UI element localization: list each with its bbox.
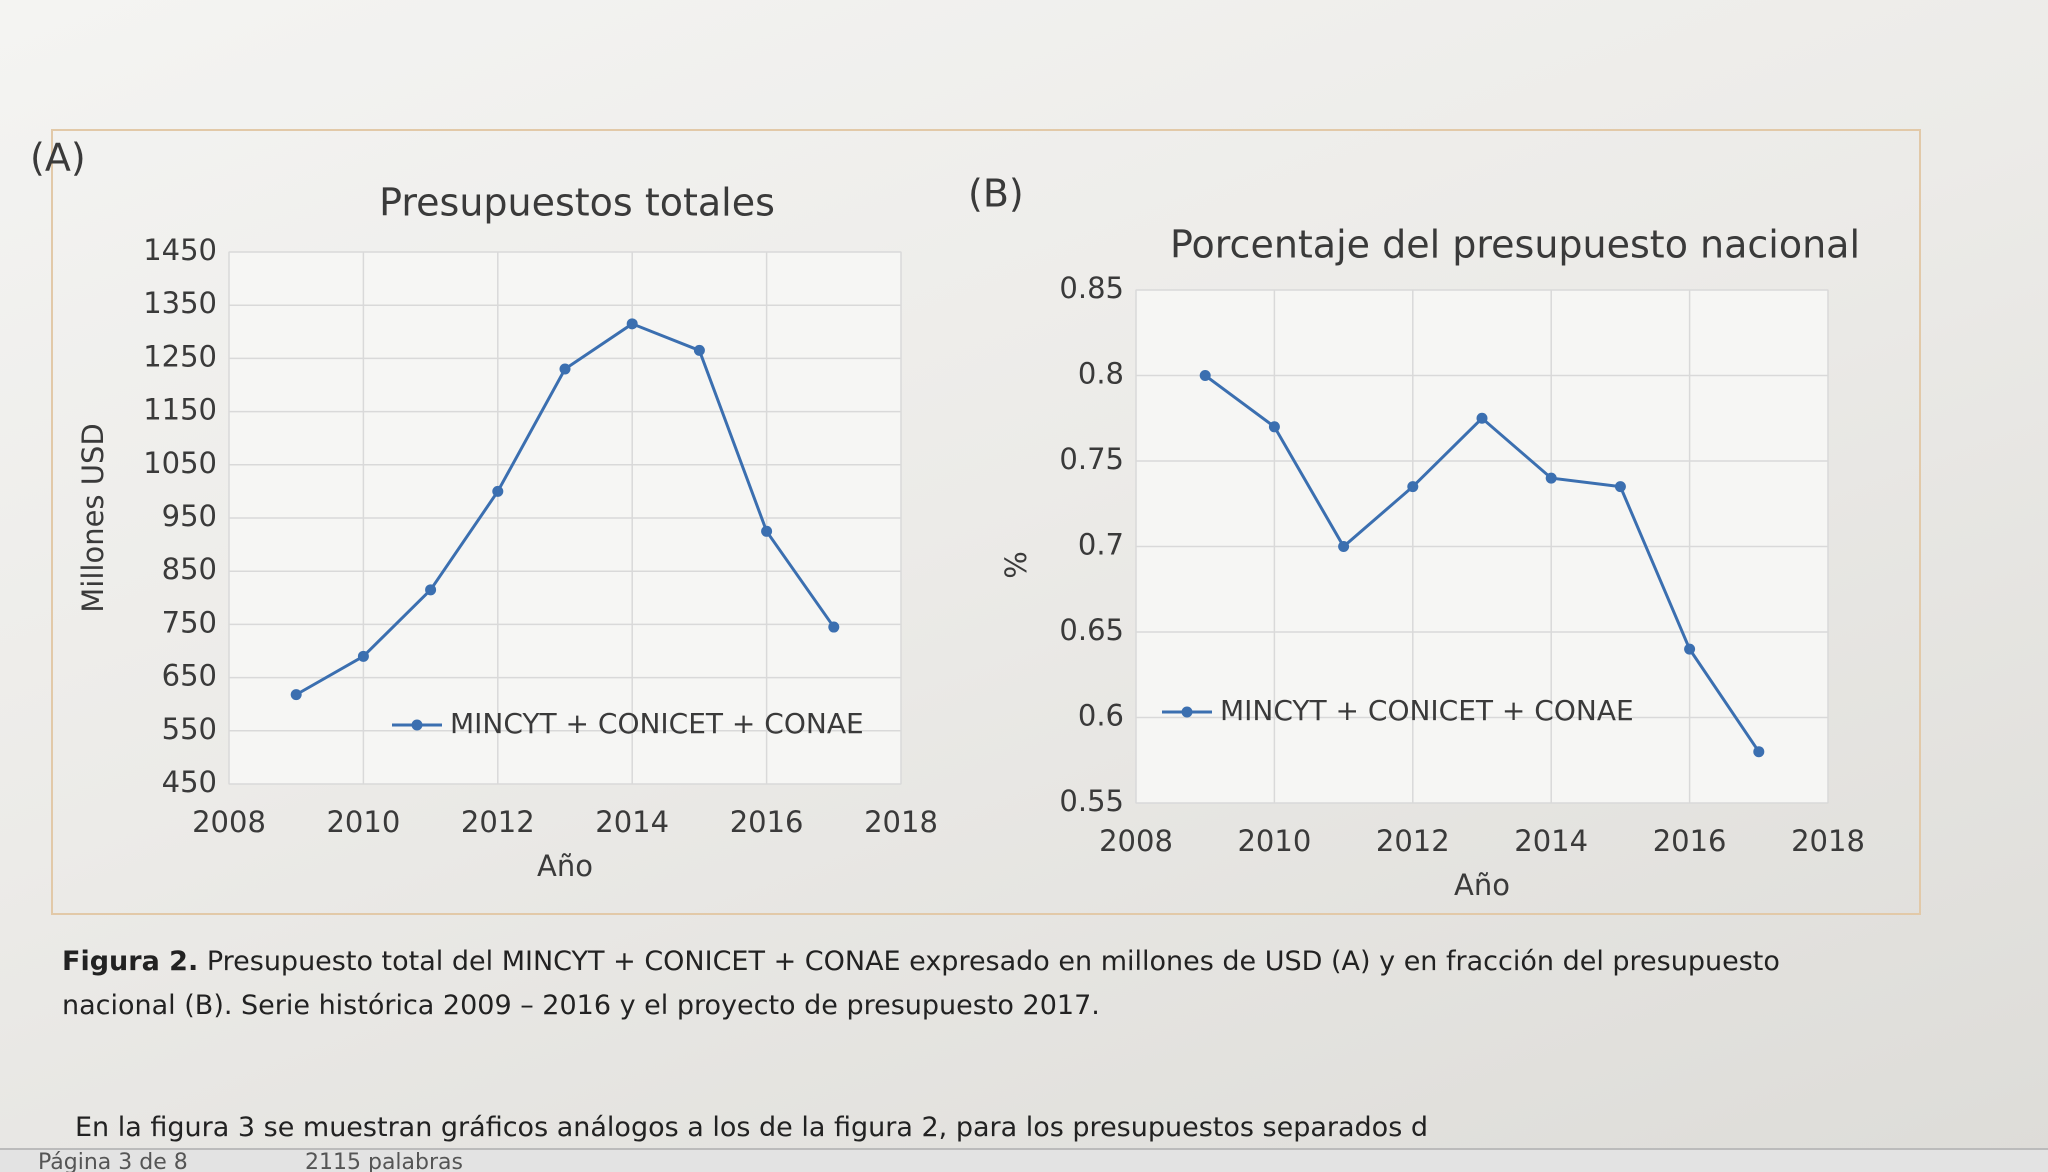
x-tick-label: 2010 bbox=[1237, 824, 1311, 858]
panel-label: (A) bbox=[30, 136, 86, 180]
x-tick-label: 2014 bbox=[595, 805, 669, 839]
y-axis-label: Millones USD bbox=[76, 423, 110, 612]
caption: Figura 2. Presupuesto total del MINCYT +… bbox=[62, 940, 1842, 1028]
x-tick-label: 2010 bbox=[326, 805, 400, 839]
x-tick-label: 2012 bbox=[461, 805, 535, 839]
data-point bbox=[1338, 541, 1350, 552]
data-point bbox=[693, 344, 705, 356]
y-axis-label: % bbox=[999, 551, 1033, 579]
y-tick-label: 0.65 bbox=[1059, 613, 1124, 647]
y-tick-label: 1450 bbox=[143, 233, 217, 267]
y-tick-label: 1050 bbox=[143, 446, 217, 480]
figure-frame bbox=[51, 129, 1921, 915]
y-tick-label: 0.7 bbox=[1078, 528, 1124, 562]
data-point bbox=[1684, 643, 1696, 655]
y-tick-label: 550 bbox=[162, 712, 217, 746]
data-point bbox=[1407, 481, 1419, 493]
x-tick-label: 2016 bbox=[1653, 824, 1727, 858]
data-point bbox=[559, 363, 571, 375]
status-bar: Página 3 de 8 2115 palabras bbox=[0, 1148, 2048, 1172]
x-tick-label: 2008 bbox=[192, 805, 266, 839]
y-tick-label: 0.75 bbox=[1059, 442, 1124, 476]
x-axis-label: Año bbox=[1454, 868, 1510, 902]
y-tick-label: 1250 bbox=[143, 339, 217, 373]
data-point bbox=[290, 689, 302, 701]
data-point bbox=[1545, 472, 1557, 484]
legend-marker bbox=[1181, 706, 1193, 718]
panel-label: (B) bbox=[968, 172, 1024, 216]
data-point bbox=[626, 318, 638, 330]
data-point bbox=[1199, 370, 1211, 381]
data-point bbox=[761, 525, 773, 537]
data-point bbox=[425, 584, 437, 596]
y-tick-label: 0.6 bbox=[1078, 699, 1124, 733]
data-point bbox=[357, 650, 369, 662]
data-point bbox=[828, 621, 840, 633]
word-count: 2115 palabras bbox=[305, 1150, 463, 1172]
y-tick-label: 950 bbox=[162, 499, 217, 533]
x-tick-label: 2016 bbox=[730, 805, 804, 839]
x-axis-label: Año bbox=[537, 849, 593, 883]
legend-label: MINCYT + CONICET + CONAE bbox=[450, 707, 864, 740]
y-tick-label: 0.85 bbox=[1059, 271, 1124, 305]
y-tick-label: 1150 bbox=[143, 393, 217, 427]
page-count: Página 3 de 8 bbox=[38, 1150, 188, 1172]
caption-label: Figura 2. bbox=[62, 946, 199, 977]
y-tick-label: 450 bbox=[162, 765, 217, 799]
y-tick-label: 750 bbox=[162, 605, 217, 639]
body-text: En la figura 3 se muestran gráficos anál… bbox=[75, 1112, 1428, 1143]
chart-title: Porcentaje del presupuesto nacional bbox=[1170, 223, 1860, 267]
y-tick-label: 850 bbox=[162, 552, 217, 586]
caption-text: Presupuesto total del MINCYT + CONICET +… bbox=[62, 946, 1780, 1021]
y-tick-label: 1350 bbox=[143, 286, 217, 320]
data-point bbox=[1614, 481, 1626, 493]
x-tick-label: 2018 bbox=[864, 805, 938, 839]
chart-title: Presupuestos totales bbox=[379, 181, 775, 225]
data-point bbox=[1268, 421, 1280, 433]
y-tick-label: 650 bbox=[162, 659, 217, 693]
data-point bbox=[1753, 746, 1765, 758]
x-tick-label: 2012 bbox=[1376, 824, 1450, 858]
x-tick-label: 2018 bbox=[1791, 824, 1865, 858]
y-tick-label: 0.55 bbox=[1059, 784, 1124, 818]
x-tick-label: 2008 bbox=[1099, 824, 1173, 858]
x-tick-label: 2014 bbox=[1514, 824, 1588, 858]
data-point bbox=[1476, 412, 1488, 424]
y-tick-label: 0.8 bbox=[1078, 357, 1124, 391]
legend-marker bbox=[411, 719, 423, 731]
data-point bbox=[492, 485, 504, 497]
legend-label: MINCYT + CONICET + CONAE bbox=[1220, 694, 1634, 727]
